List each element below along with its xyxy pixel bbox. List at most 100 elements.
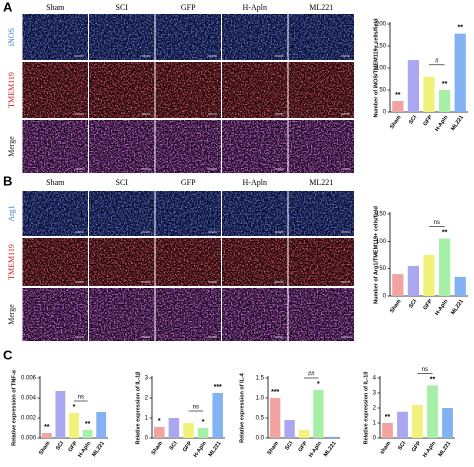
panel-label: A <box>3 0 13 14</box>
y-axis-label: Number of Arg1/TMEM119+ cells/field <box>373 206 379 304</box>
bar <box>183 423 194 438</box>
bar <box>392 101 404 112</box>
x-tick-label: ML221 <box>323 441 338 458</box>
x-tick-label: Sham <box>38 440 52 456</box>
row-label: iNOS <box>7 28 16 46</box>
bar <box>154 427 165 438</box>
bar <box>427 385 438 438</box>
row-label: Merge <box>7 136 16 157</box>
bar <box>55 391 66 438</box>
x-tick-label: ML221 <box>438 441 453 458</box>
x-tick-label: SCI <box>397 440 407 451</box>
x-tick-label: H-Apln <box>193 440 209 459</box>
y-axis-label: Relative expression of IL-1β <box>135 371 141 445</box>
y-tick-label: 0 <box>383 294 387 300</box>
y-tick-label: 0 <box>373 436 377 442</box>
micrograph-signal <box>89 62 155 118</box>
micrograph-signal <box>22 238 88 286</box>
y-tick-label: 1.5 <box>256 376 265 382</box>
y-tick-label: 200 <box>376 22 387 28</box>
x-tick-label: GFP <box>411 440 423 453</box>
micrograph-signal <box>155 62 221 118</box>
micrograph-signal <box>22 62 88 118</box>
x-tick-label: ML221 <box>91 441 106 458</box>
column-header: ML221 <box>309 178 333 187</box>
bracket-label: ns <box>434 220 440 226</box>
y-tick-label: 0.000 <box>21 436 37 442</box>
micrograph-signal <box>288 120 354 173</box>
bar <box>423 76 435 112</box>
bar <box>298 430 310 438</box>
micrograph-signal <box>288 191 354 236</box>
y-tick-label: 50 <box>379 88 386 94</box>
y-tick-label: 100 <box>376 66 387 72</box>
bar <box>407 265 420 296</box>
x-tick-label: H-Apln <box>77 440 93 459</box>
bar <box>454 33 466 112</box>
y-tick-label: 0.002 <box>21 416 37 422</box>
significance-label: ** <box>44 424 50 431</box>
x-tick-label: GFP <box>297 440 309 453</box>
significance-label: ** <box>442 81 448 88</box>
y-tick-label: 100 <box>376 239 387 245</box>
x-tick-label: ML221 <box>450 299 465 316</box>
y-tick-label: 150 <box>376 44 387 50</box>
significance-label: *** <box>214 384 222 391</box>
y-tick-label: 2 <box>373 406 377 412</box>
column-header: H-Apln <box>243 3 267 12</box>
column-header: Sham <box>46 3 65 12</box>
panel-label: C <box>3 347 13 362</box>
micrograph-signal <box>22 288 88 341</box>
bar <box>168 418 180 438</box>
significance-label: * <box>158 418 161 425</box>
y-axis-label: Relative expression of IL-10 <box>363 372 369 445</box>
bar <box>327 436 338 438</box>
significance-label: ** <box>385 414 391 421</box>
row-label: TMEM119 <box>7 244 16 280</box>
y-tick-label: 0.0 <box>256 436 265 442</box>
y-tick-label: 0 <box>145 436 149 442</box>
micrograph-signal <box>222 62 288 118</box>
y-tick-label: 0 <box>383 110 387 116</box>
micrograph-signal <box>89 238 155 286</box>
bar <box>284 420 295 438</box>
bar <box>313 390 324 438</box>
bar <box>96 412 107 438</box>
significance-label: ** <box>395 92 401 99</box>
bar <box>454 276 466 296</box>
bracket-label: ## <box>308 372 315 378</box>
significance-label: * <box>317 381 320 388</box>
micrograph-signal <box>89 120 155 173</box>
x-tick-label: GFP <box>67 440 79 453</box>
x-tick-label: GFP <box>422 298 434 311</box>
micrograph-signal <box>155 288 221 341</box>
micrograph-signal <box>155 120 221 173</box>
bar <box>270 398 281 438</box>
y-axis-label: Relative expression of IL-4 <box>239 372 245 443</box>
column-header: SCI <box>116 178 129 187</box>
x-tick-label: SCI <box>408 114 418 125</box>
y-tick-label: 50 <box>379 266 386 272</box>
x-tick-label: H-Apln <box>422 440 438 459</box>
micrograph-signal <box>222 14 288 60</box>
row-label: TMEM119 <box>7 72 16 108</box>
significance-label: ** <box>457 25 463 32</box>
y-tick-label: 0.004 <box>21 396 37 402</box>
column-header: GFP <box>181 3 196 12</box>
column-header: Sham <box>46 178 65 187</box>
micrograph-signal <box>89 191 155 236</box>
y-tick-label: 1 <box>145 416 149 422</box>
x-tick-label: sham <box>379 440 392 455</box>
x-tick-label: GFP <box>182 440 194 453</box>
bar <box>197 428 209 438</box>
x-tick-label: Sham <box>151 440 165 456</box>
significance-label: ** <box>430 376 436 383</box>
y-tick-label: 4 <box>373 376 377 382</box>
significance-label: * <box>202 419 205 426</box>
bar <box>69 413 79 438</box>
bar <box>438 238 451 296</box>
micrograph-signal <box>222 238 288 286</box>
y-tick-label: 2 <box>145 396 149 402</box>
bracket-label: ns <box>193 405 199 411</box>
bar <box>442 408 453 438</box>
